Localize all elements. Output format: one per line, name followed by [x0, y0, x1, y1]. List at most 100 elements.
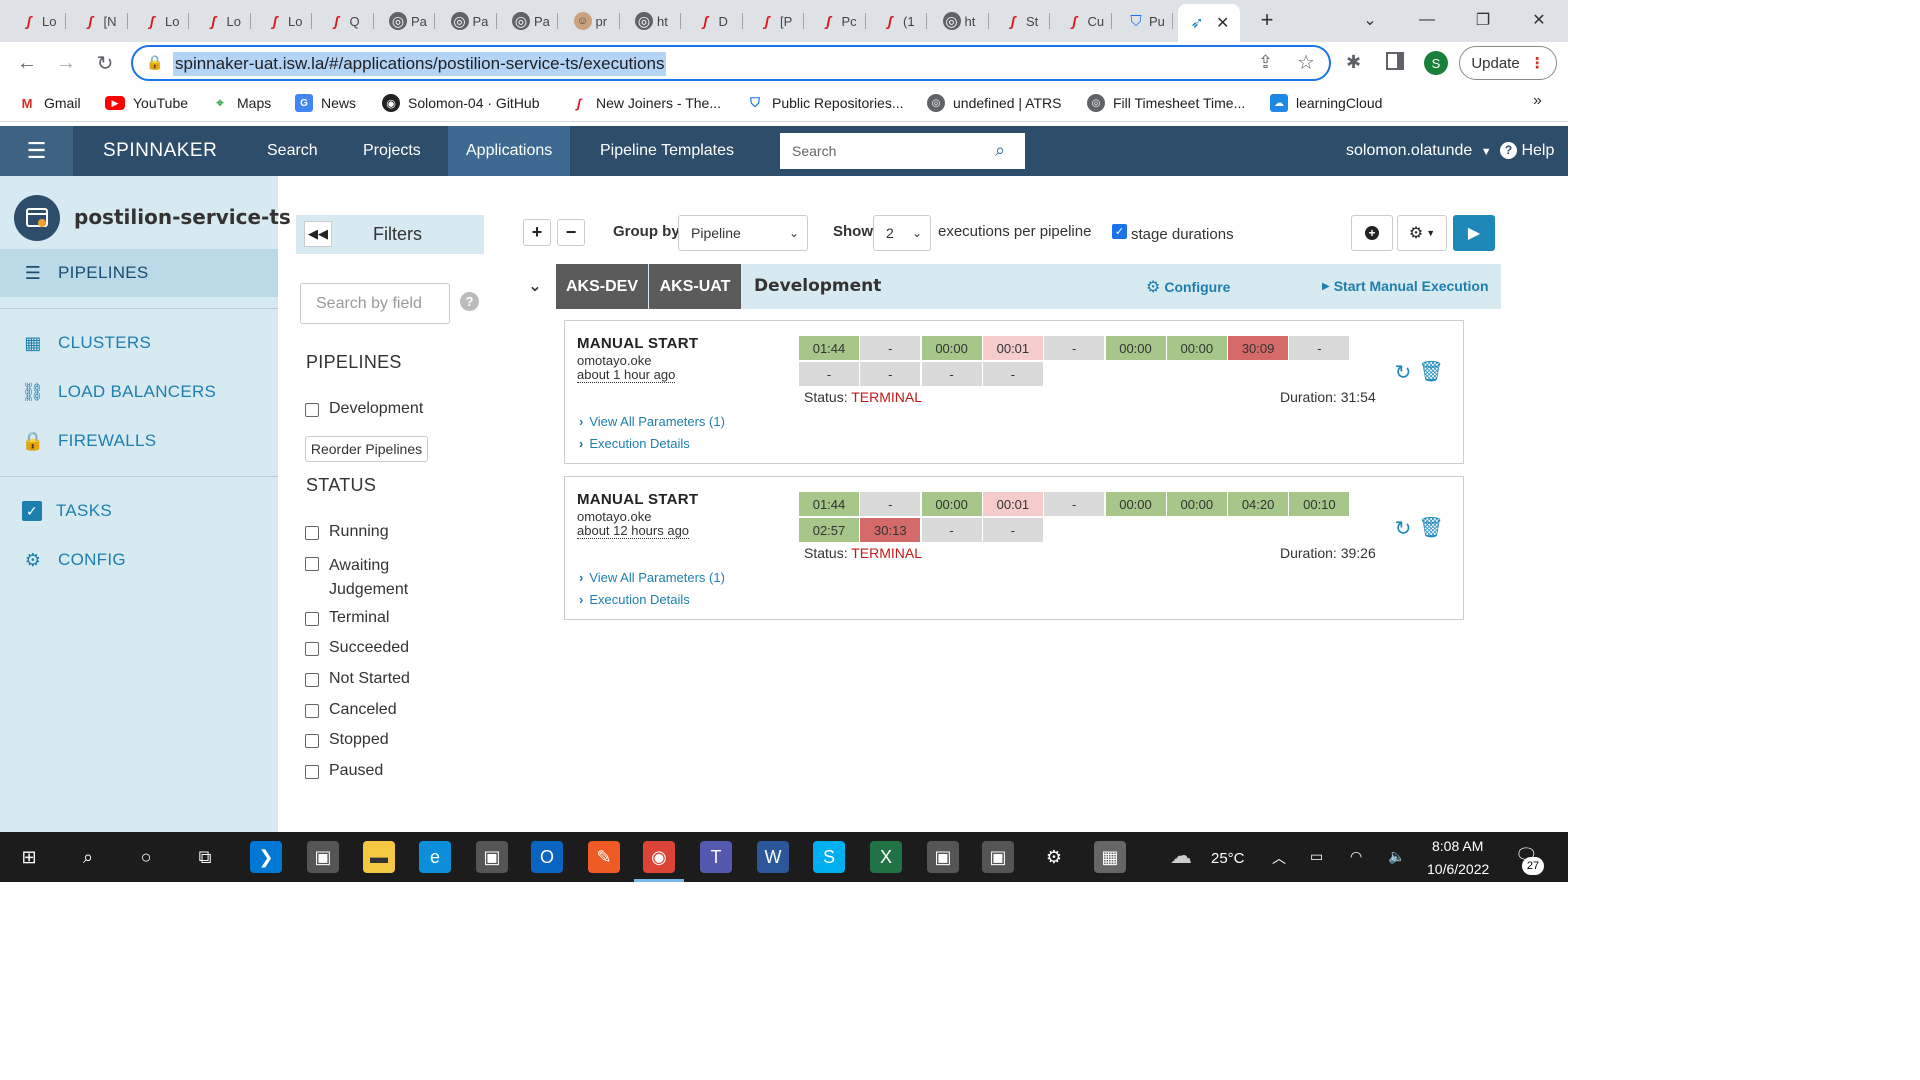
settings-icon[interactable]: ⚙ — [1045, 846, 1063, 867]
bookmark-item[interactable]: ◎ undefined | ATRS — [927, 92, 1061, 114]
stage-not-started[interactable]: - — [1044, 492, 1105, 516]
sidebar-item-tasks[interactable]: ✓ TASKS — [22, 497, 112, 525]
stage-terminal[interactable]: 30:09 — [1228, 336, 1289, 360]
bookmarks-more-icon[interactable]: » — [1533, 92, 1542, 109]
sidebar-item-config[interactable]: ⚙ CONFIG — [22, 546, 126, 574]
sidebar-item-pipelines[interactable]: ☰ PIPELINES — [22, 259, 149, 287]
execution-details-link[interactable]: › Execution Details — [579, 436, 690, 451]
group-collapse-chevron-icon[interactable]: ⌄ — [528, 278, 542, 295]
stage-not-started[interactable]: - — [799, 362, 859, 386]
restore-icon[interactable]: ❐ — [1475, 12, 1491, 29]
browser-tab[interactable]: ☺ pr — [564, 4, 620, 38]
stage-durations-checkbox[interactable]: ✓ — [1112, 224, 1127, 239]
checkbox[interactable] — [305, 612, 319, 626]
checkbox[interactable] — [305, 673, 319, 687]
configure-link[interactable]: ⚙ Configure — [1146, 277, 1230, 297]
brand-logo[interactable]: SPINNAKER — [103, 140, 218, 161]
profile-avatar[interactable]: S — [1424, 51, 1448, 75]
start-manual-execution-link[interactable]: ▶ Start Manual Execution — [1322, 278, 1489, 294]
tray-chevron-up-icon[interactable]: ︿ — [1272, 850, 1286, 866]
bookmark-item[interactable]: ▶ YouTube — [105, 92, 188, 114]
group-by-select[interactable]: Pipeline ⌄ — [678, 215, 808, 251]
stage-succeeded[interactable]: 00:00 — [921, 492, 982, 516]
sidebar-item-firewalls[interactable]: 🔒 FIREWALLS — [22, 427, 156, 455]
stage-terminal[interactable]: 30:13 — [860, 518, 921, 542]
clock-date[interactable]: 10/6/2022 — [1427, 861, 1490, 877]
volume-icon[interactable]: 🔈 — [1388, 848, 1406, 864]
checkbox[interactable] — [305, 734, 319, 748]
stage-not-started[interactable]: - — [860, 492, 921, 516]
collapse-filters-button[interactable]: ◀◀ — [304, 221, 332, 247]
minimize-icon[interactable]: — — [1419, 11, 1435, 28]
wifi-icon[interactable]: ◠ — [1350, 848, 1363, 864]
side-panel-icon[interactable] — [1386, 52, 1404, 70]
browser-tab[interactable]: ʃ Lo — [195, 4, 251, 38]
execution-card[interactable]: MANUAL START omotayo.oke about 1 hour ag… — [564, 320, 1464, 464]
stage-not-started[interactable]: - — [1289, 336, 1350, 360]
bookmark-item[interactable]: ⌖ Maps — [211, 92, 271, 114]
forward-arrow-icon[interactable]: → — [56, 51, 76, 74]
stage-not-started[interactable]: - — [921, 362, 982, 386]
weather-cloud-icon[interactable]: ☁ — [1170, 843, 1192, 868]
rerun-icon[interactable]: ↻ — [1394, 517, 1412, 540]
browser-tab[interactable]: ʃ St — [994, 4, 1050, 38]
outlook-icon[interactable]: O — [531, 841, 563, 873]
search-icon[interactable]: ⌕ — [995, 140, 1006, 160]
excel-icon[interactable]: X — [870, 841, 902, 873]
pipeline-name[interactable]: Development — [754, 276, 882, 296]
execution-details-link[interactable]: › Execution Details — [579, 592, 690, 607]
stage-warning[interactable]: 00:01 — [982, 492, 1043, 516]
word-icon[interactable]: W — [757, 841, 789, 873]
update-button[interactable]: Update ⋮ — [1459, 46, 1557, 80]
extensions-puzzle-icon[interactable]: ✱ — [1346, 52, 1362, 72]
create-pipeline-button[interactable]: + — [1351, 215, 1393, 251]
clock-time[interactable]: 8:08 AM — [1432, 838, 1484, 854]
stage-succeeded[interactable]: 04:20 — [1228, 492, 1289, 516]
user-menu[interactable]: solomon.olatunde ▼ — [1346, 126, 1492, 176]
executions-count-select[interactable]: 2 ⌄ — [873, 215, 931, 251]
start-execution-button[interactable]: ▶ — [1453, 215, 1495, 251]
filter-status-running[interactable]: Running — [305, 523, 389, 541]
browser-tab[interactable]: ʃ Cu — [1056, 4, 1112, 38]
checkbox[interactable] — [305, 526, 319, 540]
skype-icon[interactable]: S — [813, 841, 845, 873]
app-icon[interactable]: ▣ — [927, 841, 959, 873]
back-arrow-icon[interactable]: ← — [17, 51, 37, 74]
reload-icon[interactable]: ↻ — [96, 52, 114, 75]
browser-tab-active[interactable]: ➶ ✕ — [1178, 4, 1240, 42]
app-icon[interactable]: ▣ — [476, 841, 508, 873]
browser-tab[interactable]: ◎ Pa — [502, 4, 558, 38]
stage-warning[interactable]: 00:01 — [982, 336, 1043, 360]
url-text[interactable]: spinnaker-uat.isw.la/#/applications/post… — [173, 52, 667, 76]
file-explorer-icon[interactable]: ▬ — [363, 841, 395, 873]
tab-search-chevron-icon[interactable]: ⌄ — [1363, 12, 1377, 29]
browser-tab[interactable]: ʃ Lo — [256, 4, 312, 38]
nav-pipeline-templates[interactable]: Pipeline Templates — [600, 142, 735, 159]
nav-search[interactable]: Search — [267, 142, 318, 159]
stage-not-started[interactable]: - — [860, 336, 921, 360]
browser-tab[interactable]: ʃ [N — [72, 4, 128, 38]
stage-succeeded[interactable]: 01:44 — [799, 492, 859, 516]
stage-succeeded[interactable]: 00:10 — [1289, 492, 1350, 516]
settings-menu-button[interactable]: ⚙ ▼ — [1397, 215, 1447, 251]
battery-icon[interactable]: ▭ — [1310, 848, 1324, 864]
bookmark-item[interactable]: ◎ Fill Timesheet Time... — [1087, 92, 1245, 114]
view-parameters-link[interactable]: › View All Parameters (1) — [579, 414, 725, 429]
chrome-icon[interactable]: ◉ — [643, 841, 675, 873]
stage-succeeded[interactable]: 00:00 — [1166, 336, 1227, 360]
browser-tab[interactable]: ◎ Pa — [379, 4, 435, 38]
stage-not-started[interactable]: - — [982, 518, 1043, 542]
bookmark-item[interactable]: ʃ New Joiners - The... — [570, 92, 721, 114]
edge-icon[interactable]: e — [419, 841, 451, 873]
filter-status-paused[interactable]: Paused — [305, 762, 383, 780]
trash-icon[interactable]: 🗑 — [1418, 360, 1444, 383]
stage-succeeded[interactable]: 01:44 — [799, 336, 859, 360]
trash-icon[interactable]: 🗑 — [1418, 516, 1444, 539]
help-question-icon[interactable]: ? — [460, 292, 479, 311]
sidebar-item-load-balancers[interactable]: ⛓ LOAD BALANCERS — [21, 378, 216, 406]
vscode-icon[interactable]: ❯ — [250, 841, 282, 873]
stage-succeeded[interactable]: 00:00 — [1105, 336, 1166, 360]
browser-tab[interactable]: ʃ Lo — [133, 4, 189, 38]
checkbox[interactable] — [305, 765, 319, 779]
collapse-all-button[interactable]: − — [557, 219, 585, 246]
